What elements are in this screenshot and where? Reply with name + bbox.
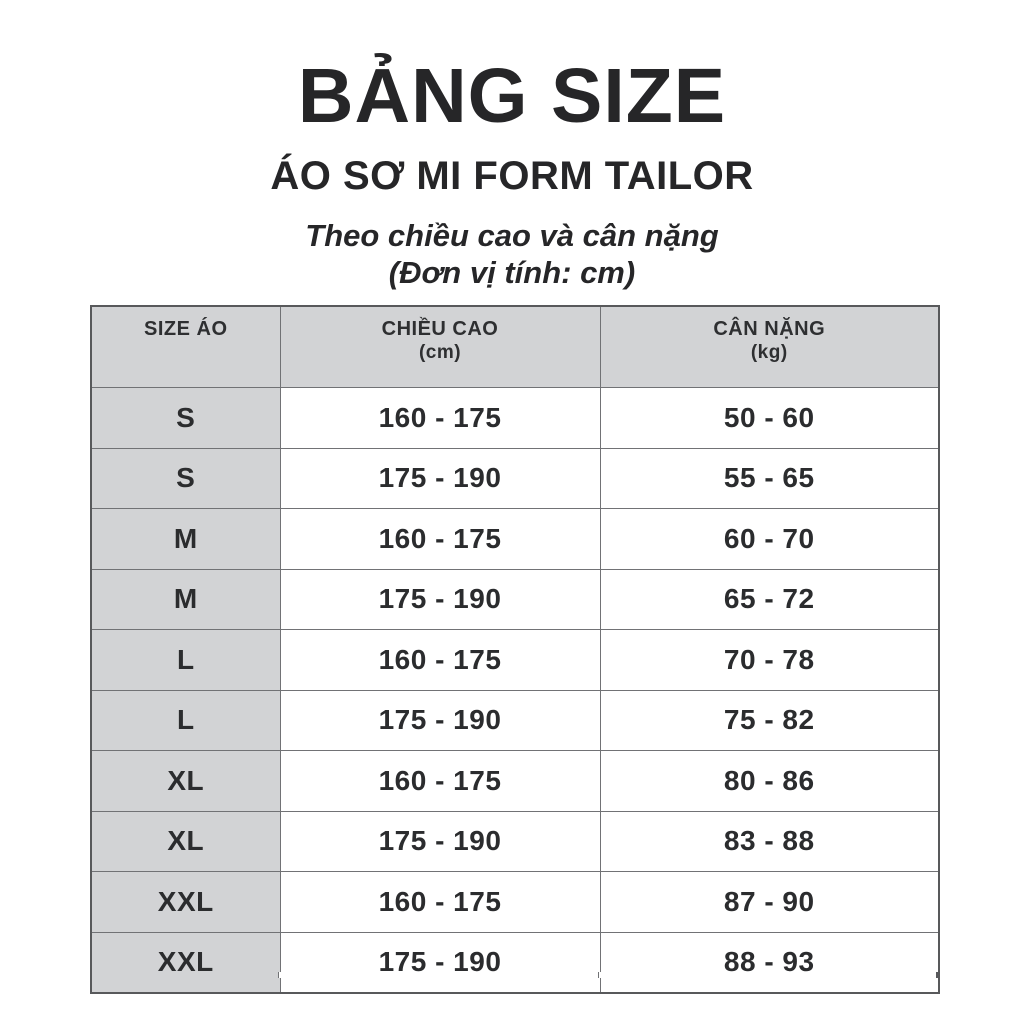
height-cell: 175 - 190 bbox=[279, 447, 601, 509]
table-row: XL 160 - 175 80 - 86 bbox=[90, 750, 940, 812]
table-row: S 160 - 175 50 - 60 bbox=[90, 387, 940, 449]
column-header-weight: CÂN NẶNG (kg) bbox=[599, 305, 940, 388]
size-cell: L bbox=[90, 689, 281, 751]
table-row: XXL 175 - 190 88 - 93 bbox=[90, 931, 940, 994]
column-header-size: SIZE ÁO bbox=[90, 305, 281, 388]
partial-height-cell bbox=[279, 972, 599, 978]
table-header-row: SIZE ÁO CHIỀU CAO (cm) CÂN NẶNG (kg) bbox=[90, 305, 940, 388]
partial-row bbox=[90, 972, 938, 978]
height-cell: 160 - 175 bbox=[279, 508, 601, 570]
weight-cell: 83 - 88 bbox=[599, 810, 940, 872]
height-cell: 160 - 175 bbox=[279, 387, 601, 449]
table-row: XXL 160 - 175 87 - 90 bbox=[90, 871, 940, 933]
partial-size-cell bbox=[90, 972, 279, 978]
column-header-size-label: SIZE ÁO bbox=[143, 318, 228, 340]
unit-note: (Đơn vị tính: cm) bbox=[388, 255, 636, 290]
size-cell: M bbox=[90, 508, 281, 570]
weight-cell: 55 - 65 bbox=[599, 447, 940, 509]
weight-cell: 65 - 72 bbox=[599, 568, 940, 630]
table-row: M 175 - 190 65 - 72 bbox=[90, 568, 940, 630]
height-cell: 175 - 190 bbox=[279, 810, 601, 872]
height-cell: 160 - 175 bbox=[279, 629, 601, 691]
table-row: XL 175 - 190 83 - 88 bbox=[90, 810, 940, 872]
table-row: L 175 - 190 75 - 82 bbox=[90, 689, 940, 751]
height-cell: 160 - 175 bbox=[279, 871, 601, 933]
height-cell: 175 - 190 bbox=[279, 931, 601, 994]
partial-weight-cell bbox=[599, 972, 938, 978]
page-subtitle: ÁO SƠ MI FORM TAILOR bbox=[270, 154, 754, 198]
size-cell: S bbox=[90, 447, 281, 509]
column-header-weight-label: CÂN NẶNG bbox=[713, 318, 826, 340]
size-table: SIZE ÁO CHIỀU CAO (cm) CÂN NẶNG (kg) S 1… bbox=[90, 305, 940, 994]
column-header-height: CHIỀU CAO (cm) bbox=[279, 305, 601, 388]
size-cell: L bbox=[90, 629, 281, 691]
column-header-height-sublabel: (cm) bbox=[418, 342, 462, 363]
column-header-weight-sublabel: (kg) bbox=[750, 342, 788, 363]
size-cell: S bbox=[90, 387, 281, 449]
weight-cell: 88 - 93 bbox=[599, 931, 940, 994]
weight-cell: 75 - 82 bbox=[599, 689, 940, 751]
height-cell: 160 - 175 bbox=[279, 750, 601, 812]
weight-cell: 87 - 90 bbox=[599, 871, 940, 933]
size-cell: XL bbox=[90, 810, 281, 872]
size-cell: M bbox=[90, 568, 281, 630]
weight-cell: 50 - 60 bbox=[599, 387, 940, 449]
size-cell: XL bbox=[90, 750, 281, 812]
weight-cell: 60 - 70 bbox=[599, 508, 940, 570]
weight-cell: 70 - 78 bbox=[599, 629, 940, 691]
size-cell: XXL bbox=[90, 931, 281, 994]
weight-cell: 80 - 86 bbox=[599, 750, 940, 812]
height-cell: 175 - 190 bbox=[279, 689, 601, 751]
height-cell: 175 - 190 bbox=[279, 568, 601, 630]
column-header-height-label: CHIỀU CAO bbox=[381, 318, 499, 340]
size-table-body: S 160 - 175 50 - 60 S 175 - 190 55 - 65 … bbox=[90, 387, 940, 994]
table-row: L 160 - 175 70 - 78 bbox=[90, 629, 940, 691]
table-row: S 175 - 190 55 - 65 bbox=[90, 447, 940, 509]
table-row: M 160 - 175 60 - 70 bbox=[90, 508, 940, 570]
tagline: Theo chiều cao và cân nặng bbox=[305, 218, 719, 253]
size-cell: XXL bbox=[90, 871, 281, 933]
page-title: BẢNG SIZE bbox=[297, 53, 727, 139]
